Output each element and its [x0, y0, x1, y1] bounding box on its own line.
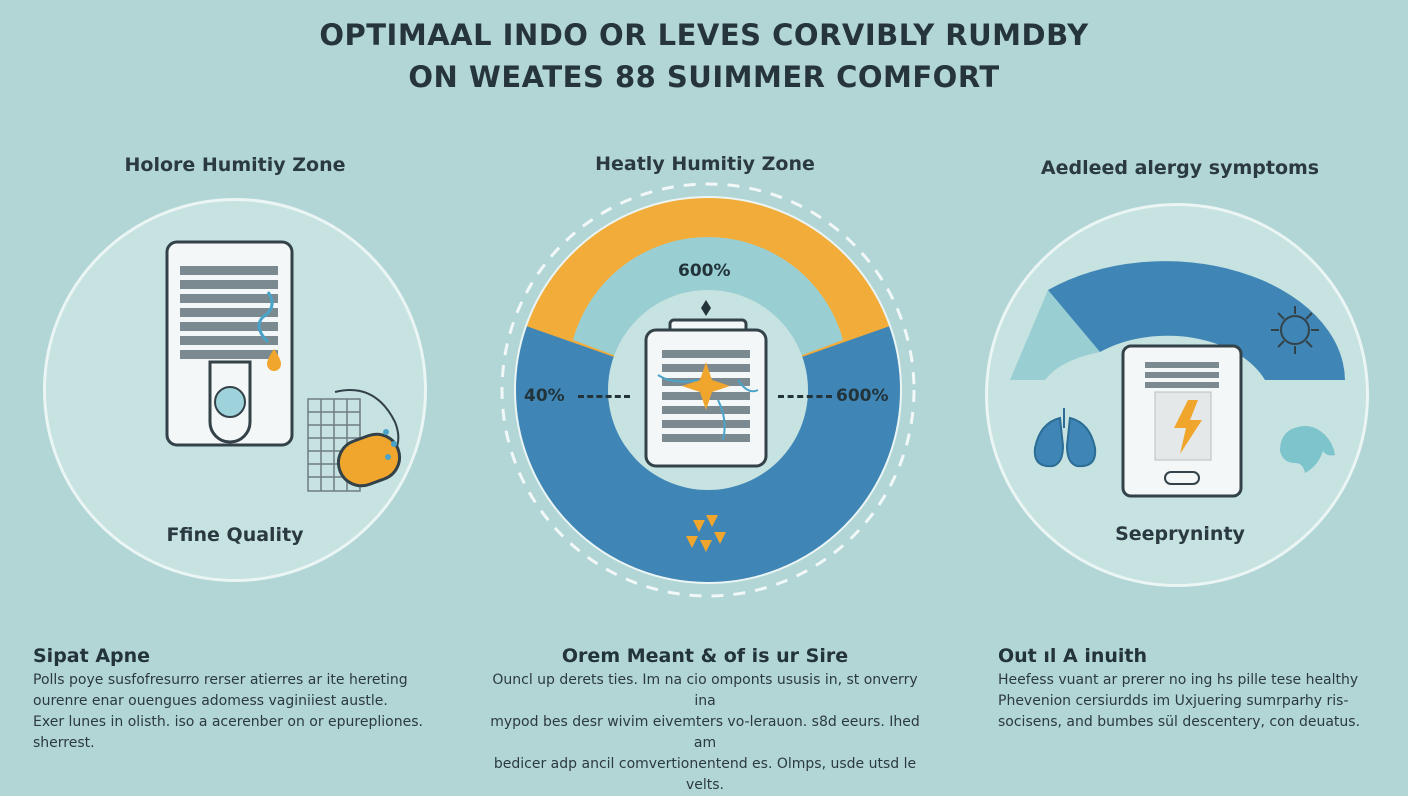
face-profile-icon — [1280, 426, 1335, 473]
right-pointer-arrow — [778, 395, 832, 398]
air-vent-icon — [165, 240, 294, 447]
panel-3-caption: Seepryninty — [1115, 523, 1245, 545]
panel-1-caption: Ffine Quality — [166, 524, 304, 546]
section-1-body: Polls poye susfofresurro rerser atierres… — [33, 672, 423, 751]
section-3-body: Heefess vuant ar prerer no ing hs pille … — [998, 672, 1361, 730]
gauge-right-value: 600% — [836, 386, 889, 406]
heat-arrows-icon — [686, 515, 726, 552]
panel-1-illustration — [165, 240, 402, 492]
spark-icon — [682, 362, 730, 410]
lungs-icon — [1033, 408, 1097, 468]
section-3-heading: Out ıl A inuith — [998, 645, 1148, 667]
gauge-top-value: 600% — [678, 261, 731, 281]
lightning-icon — [1174, 400, 1202, 454]
section-2-heading: Orem Meant & of is ur Sire — [561, 645, 849, 667]
pollen-capsule-icon — [334, 389, 402, 488]
panel-3-title: Aedleed alergy symptoms — [1040, 157, 1320, 179]
left-pointer-arrow — [578, 395, 630, 398]
section-1-heading: Sipat Apne — [33, 645, 151, 667]
panel-1-title: Holore Humitiy Zone — [124, 154, 346, 176]
water-drop-icon — [267, 349, 281, 371]
panel-2-gauge — [500, 182, 916, 598]
panel-2-title: Heatly Humitiy Zone — [595, 153, 815, 175]
sun-icon — [1271, 306, 1319, 354]
page-title: OPTIMAAL INDO OR LEVES CORVIBLY RUMDBY — [319, 18, 1089, 52]
panel-3-illustration — [1010, 261, 1345, 498]
gauge-left-value: 40% — [524, 386, 565, 406]
section-2-body: Ouncl up derets ties. Im na cio omponts … — [490, 672, 920, 793]
page-subtitle: ON WEATES 88 SUIMMER COMFORT — [408, 60, 1000, 94]
